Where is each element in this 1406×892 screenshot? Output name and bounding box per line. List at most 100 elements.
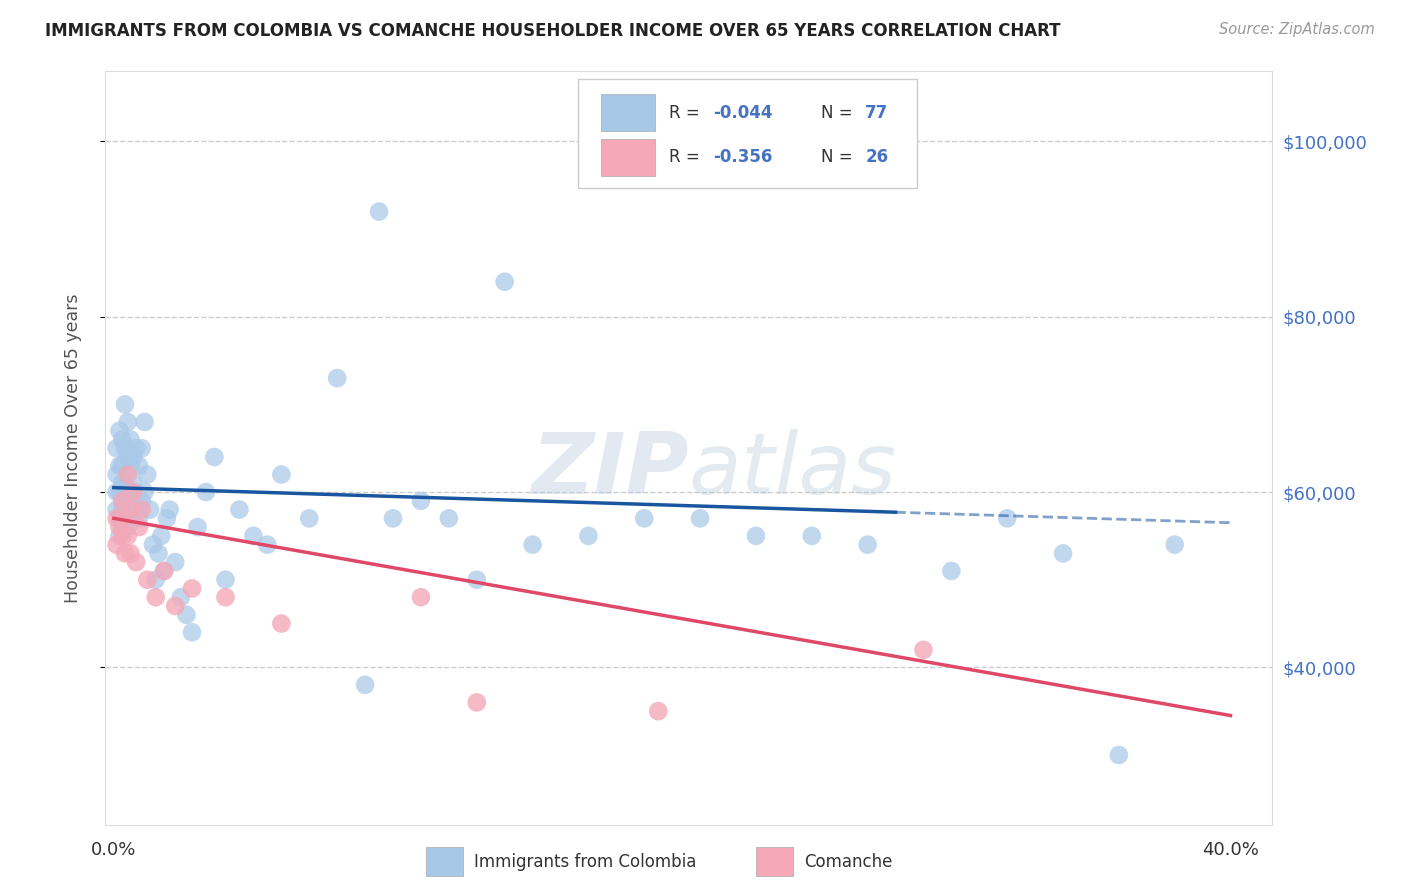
Point <box>633 511 655 525</box>
Point <box>270 467 292 482</box>
Point <box>176 607 198 622</box>
Point <box>1108 747 1130 762</box>
Point <box>120 433 142 447</box>
Point <box>214 573 236 587</box>
Point <box>170 591 193 605</box>
Point <box>114 546 136 560</box>
Point <box>1164 538 1187 552</box>
Point <box>122 476 145 491</box>
Point <box>122 485 145 500</box>
Point <box>114 511 136 525</box>
Text: -0.356: -0.356 <box>713 148 773 166</box>
Point <box>111 520 134 534</box>
Point <box>139 502 162 516</box>
Point <box>689 511 711 525</box>
Point <box>136 467 159 482</box>
Point <box>1052 546 1074 560</box>
FancyBboxPatch shape <box>602 138 655 176</box>
Point <box>114 397 136 411</box>
Text: 77: 77 <box>865 103 889 122</box>
Point <box>522 538 544 552</box>
Point <box>111 493 134 508</box>
Point <box>194 485 217 500</box>
Point <box>326 371 349 385</box>
Text: R =: R = <box>669 103 704 122</box>
Point <box>214 591 236 605</box>
Point <box>125 502 148 516</box>
Point <box>131 502 153 516</box>
Point <box>995 511 1018 525</box>
Point <box>382 511 405 525</box>
Point <box>128 520 150 534</box>
FancyBboxPatch shape <box>756 847 793 876</box>
Point <box>228 502 250 516</box>
Point <box>111 458 134 473</box>
Text: -0.044: -0.044 <box>713 103 773 122</box>
Point <box>187 520 209 534</box>
Point <box>131 442 153 456</box>
Point <box>145 573 167 587</box>
Point <box>150 529 173 543</box>
Point <box>145 591 167 605</box>
Text: 26: 26 <box>865 148 889 166</box>
Point <box>117 529 139 543</box>
Point <box>117 520 139 534</box>
Point <box>111 529 134 543</box>
Point <box>128 458 150 473</box>
Point <box>120 458 142 473</box>
Point <box>108 458 131 473</box>
Point <box>153 564 176 578</box>
Point <box>912 642 935 657</box>
Point <box>117 467 139 482</box>
Point <box>108 511 131 525</box>
Point <box>111 476 134 491</box>
Point <box>122 450 145 464</box>
Point <box>128 511 150 525</box>
Point <box>354 678 377 692</box>
Point <box>153 564 176 578</box>
Point <box>114 511 136 525</box>
Point <box>136 573 159 587</box>
Point <box>181 625 204 640</box>
Point <box>368 204 391 219</box>
Y-axis label: Householder Income Over 65 years: Householder Income Over 65 years <box>63 293 82 603</box>
Point <box>165 599 187 613</box>
Point <box>108 520 131 534</box>
Point <box>465 695 488 709</box>
Point <box>105 467 128 482</box>
Point <box>647 704 669 718</box>
Text: R =: R = <box>669 148 704 166</box>
Point <box>156 511 179 525</box>
FancyBboxPatch shape <box>578 78 917 188</box>
Point <box>148 546 170 560</box>
Point <box>256 538 278 552</box>
Point <box>108 529 131 543</box>
Point <box>298 511 321 525</box>
Point <box>120 493 142 508</box>
Point <box>242 529 264 543</box>
Point <box>745 529 768 543</box>
Point <box>578 529 600 543</box>
Point <box>134 485 156 500</box>
Point <box>159 502 181 516</box>
Point <box>108 424 131 438</box>
Point <box>437 511 460 525</box>
Text: Comanche: Comanche <box>804 853 893 871</box>
Point <box>131 493 153 508</box>
Point <box>202 450 225 464</box>
Point <box>105 538 128 552</box>
Point <box>111 433 134 447</box>
Text: ZIP: ZIP <box>531 429 689 512</box>
FancyBboxPatch shape <box>602 95 655 131</box>
Point <box>120 546 142 560</box>
Point <box>165 555 187 569</box>
FancyBboxPatch shape <box>426 847 463 876</box>
Point <box>494 275 516 289</box>
Point <box>125 555 148 569</box>
Point <box>114 442 136 456</box>
Point <box>120 502 142 516</box>
Point <box>105 511 128 525</box>
Text: N =: N = <box>821 103 858 122</box>
Point <box>409 493 432 508</box>
Point <box>142 538 165 552</box>
